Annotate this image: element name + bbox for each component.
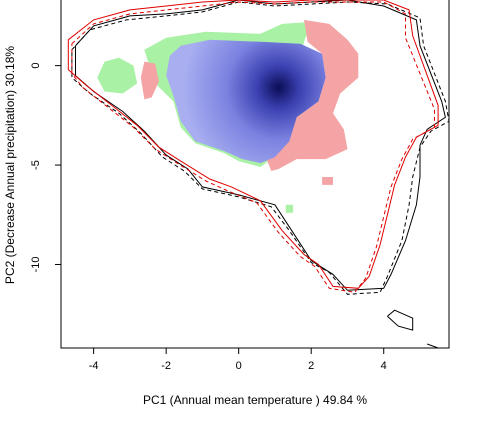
contour-envelope-a-dashed-1 — [71, 1, 449, 295]
x-tick-label: -2 — [161, 360, 171, 372]
x-tick-label: -4 — [89, 360, 99, 372]
x-tick-label: 2 — [308, 360, 314, 372]
x-tick-label: 0 — [236, 360, 242, 372]
x-axis-title: PC1 (Annual mean temperature ) 49.84 % — [143, 393, 367, 407]
region-niche-a-only-2 — [285, 204, 294, 213]
y-axis-title: PC2 (Decrease Annual precipitation) 30.1… — [3, 46, 17, 284]
contour-envelope-a-solid-4 — [387, 309, 414, 331]
region-niche-b-only-1 — [140, 61, 159, 100]
y-tick-label: -5 — [30, 160, 42, 170]
region-overlap-0 — [166, 39, 326, 164]
contour-envelope-a-solid-0 — [75, 0, 446, 291]
axes: -4 -2 0 2 4 0 -5 -10 — [30, 63, 387, 372]
region-niche-b-only-0 — [264, 19, 359, 172]
x-tick-label: 4 — [381, 360, 387, 372]
y-tick-label: 0 — [30, 63, 42, 69]
region-niche-a-only-1 — [97, 57, 138, 94]
region-niche-b-only-2 — [322, 177, 333, 185]
y-tick-label: -10 — [30, 257, 42, 273]
contour-envelope-b-dashed-3 — [71, 1, 435, 293]
contour-envelope-b-solid-2 — [67, 0, 439, 289]
plot-area — [67, 0, 449, 348]
contour-envelope-a-solid-5 — [427, 343, 439, 348]
